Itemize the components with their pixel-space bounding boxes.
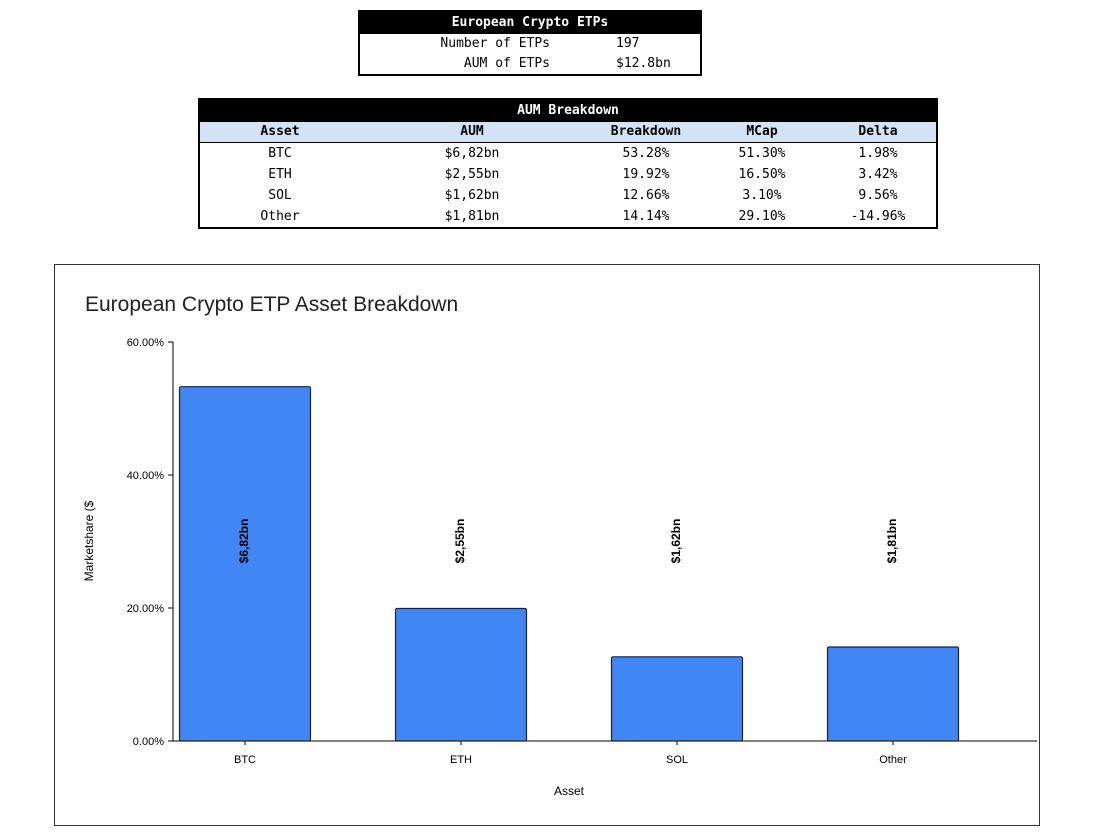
bar-data-label: $1,62bn [669, 519, 683, 564]
breakdown-table-title: AUM Breakdown [200, 100, 936, 122]
table-cell: BTC [268, 146, 292, 161]
summary-table-title: European Crypto ETPs [360, 12, 700, 34]
table-cell: SOL [268, 188, 292, 203]
table-cell: $1,62bn [444, 188, 500, 203]
summary-row-value: $12.8bn [616, 56, 671, 71]
table-cell: 14.14% [622, 209, 670, 224]
table-cell: 51.30% [738, 146, 786, 161]
summary-row-value: 197 [616, 36, 640, 51]
table-cell: 1.98% [858, 146, 898, 161]
y-axis-title: Marketshare ($ [82, 500, 96, 581]
column-header-breakdown: Breakdown [610, 124, 682, 139]
table-cell: 12.66% [622, 188, 670, 203]
table-cell: $1,81bn [444, 209, 500, 224]
summary-row-number-of-etps: Number of ETPs 197 [360, 34, 700, 54]
x-tick-label: SOL [666, 754, 688, 766]
column-header-delta: Delta [858, 124, 898, 139]
bar [178, 386, 312, 742]
table-row: Other $1,81bn 14.14% 29.10% -14.96% [200, 206, 936, 227]
bar-data-label: $6,82bn [237, 519, 251, 564]
column-header-aum: AUM [460, 124, 484, 139]
summary-row-aum: AUM of ETPs $12.8bn [360, 54, 700, 74]
table-cell: $6,82bn [444, 146, 500, 161]
table-row: SOL $1,62bn 12.66% 3.10% 9.56% [200, 185, 936, 206]
table-cell: $2,55bn [444, 167, 500, 182]
table-cell: 3.42% [858, 167, 898, 182]
summary-table: European Crypto ETPs Number of ETPs 197 … [358, 10, 702, 76]
bar [610, 656, 744, 742]
column-header-asset: Asset [260, 124, 300, 139]
y-axis: 0.00% 20.00% 40.00% 60.00% [127, 337, 174, 748]
table-cell: -14.96% [850, 209, 906, 224]
breakdown-table: AUM Breakdown Asset AUM Breakdown MCap D… [198, 98, 938, 229]
summary-row-label: AUM of ETPs [463, 56, 550, 71]
table-row: BTC $6,82bn 53.28% 51.30% 1.98% [200, 143, 936, 164]
bar-chart: European Crypto ETP Asset Breakdown 0.00… [82, 293, 1037, 798]
y-tick-label: 40.00% [127, 470, 165, 482]
x-tick-label: ETH [450, 754, 472, 766]
x-tick-label: Other [879, 754, 907, 766]
table-cell: Other [260, 209, 300, 224]
table-cell: 29.10% [738, 209, 786, 224]
breakdown-header-row: Asset AUM Breakdown MCap Delta [200, 122, 936, 143]
table-cell: 53.28% [622, 146, 670, 161]
table-cell: 3.10% [742, 188, 782, 203]
table-cell: ETH [268, 167, 292, 182]
y-tick-label: 20.00% [127, 603, 165, 615]
summary-row-label: Number of ETPs [440, 36, 550, 51]
table-row: ETH $2,55bn 19.92% 16.50% 3.42% [200, 164, 936, 185]
y-tick-label: 0.00% [133, 736, 164, 748]
bar-data-label: $1,81bn [885, 519, 899, 564]
bar [394, 607, 528, 742]
x-tick-label: BTC [234, 754, 256, 766]
y-tick-label: 60.00% [127, 337, 165, 349]
x-axis: BTC ETH SOL Other [173, 735, 1037, 766]
table-cell: 19.92% [622, 167, 670, 182]
bar [826, 646, 960, 742]
bars: $6,82bn $2,55bn $1,62bn $1,81bn [178, 386, 960, 742]
chart-title: European Crypto ETP Asset Breakdown [85, 293, 458, 316]
table-cell: 16.50% [738, 167, 786, 182]
x-axis-title: Asset [554, 784, 585, 798]
chart-panel: European Crypto ETP Asset Breakdown 0.00… [54, 264, 1040, 826]
bar-data-label: $2,55bn [453, 519, 467, 564]
table-cell: 9.56% [858, 188, 898, 203]
column-header-mcap: MCap [746, 124, 778, 139]
